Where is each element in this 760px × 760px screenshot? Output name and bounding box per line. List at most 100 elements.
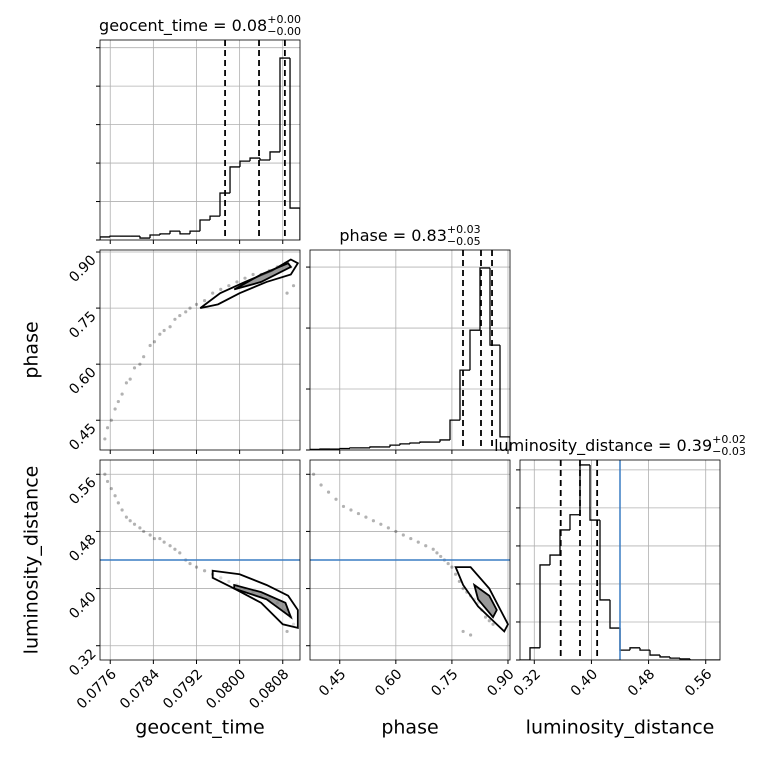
panel-title: geocent_time = 0.08+0.00 −0.00 [99,13,301,38]
histogram-step [339,447,350,450]
histogram-step [559,529,570,556]
y-axis-label: phase [21,321,43,378]
histogram-step [279,57,291,152]
scatter-point [152,536,157,541]
histogram-step [139,236,151,239]
scatter-point [162,540,166,544]
panel-title: luminosity_distance = 0.39+0.02 −0.03 [494,433,746,458]
scatter-point [285,629,289,634]
histogram-step [209,215,220,220]
title-lower: −0.05 [447,235,481,248]
scatter-point [409,536,413,541]
y-tick-label: 0.48 [66,532,99,565]
title-main: phase = 0.83 [339,226,446,245]
histogram-step [399,443,410,446]
x-tick-label: 0.0784 [117,666,163,712]
scatter-point [202,569,207,573]
scatter-point [202,299,207,303]
scatter-point [138,362,142,366]
scatter-point [128,519,132,523]
scatter-point [173,317,177,321]
histogram-step [679,658,690,660]
contour [233,262,293,291]
scatter-point [334,497,338,501]
x-tick-label: 0.40 [568,666,601,699]
x-tick-label: 0.90 [484,666,517,699]
scatter-point [483,615,488,619]
scatter-point [148,343,152,348]
histogram-step [269,151,280,160]
scatter-point [285,291,289,295]
plot-area [310,472,510,637]
plot-area [310,250,510,450]
scatter-point [168,325,172,329]
scatter-point [142,355,146,359]
scatter-point [138,526,142,530]
scatter-point [401,533,405,537]
histogram-step [649,650,660,656]
x-tick-label: 0.0800 [203,666,249,712]
scatter-point [128,377,132,381]
histogram-step [459,369,470,421]
scatter-point [457,579,461,584]
x-tick-label: 0.0808 [246,666,292,712]
scatter-point [113,494,117,498]
scatter-point [116,501,120,505]
x-axis-label: phase [381,717,438,739]
scatter-point [109,418,113,422]
scatter-point [116,399,120,404]
histogram-step [219,192,231,217]
y-tick-label: 0.45 [66,421,99,454]
scatter-point [178,313,182,318]
x-axis-label: geocent_time [135,717,264,739]
title-lower: −0.00 [267,25,301,38]
histogram-step [619,628,630,651]
scatter-point [394,529,398,534]
histogram-step [569,514,580,530]
scatter-point [219,287,223,292]
axes-frame [99,459,301,661]
scatter-point [158,536,162,541]
histogram-step [439,439,450,443]
title-main: geocent_time = 0.08 [99,16,267,36]
y-tick-label: 0.60 [66,365,99,398]
histogram-step [529,647,540,660]
histogram-step [669,656,680,659]
y-tick-label: 0.56 [66,475,99,508]
y-tick-label: 0.40 [66,589,99,622]
contour [472,582,498,619]
scatter-point [227,284,231,288]
x-tick-label: 0.75 [428,666,461,699]
y-tick-label: 0.32 [66,646,99,679]
scatter-point [194,302,199,306]
histogram-step [689,658,700,660]
title-lower: −0.03 [712,445,746,458]
axes-frame [99,249,301,451]
scatter-point [311,472,316,476]
scatter-point [109,486,113,491]
scatter-point [439,554,443,559]
title-upper: +0.02 [712,433,746,446]
scatter-point [211,291,215,295]
histogram-step [449,419,460,440]
histogram-step [579,464,590,515]
title-main: luminosity_distance = 0.39 [494,436,712,456]
scatter-point [235,280,239,284]
axes-frame [519,459,721,661]
scatter-point [379,522,383,526]
histogram-step [109,235,120,237]
y-tick-label: 0.75 [66,308,99,341]
x-tick-label: 0.32 [511,666,544,699]
scatter-point [431,547,435,551]
histogram-step [100,236,111,240]
histogram-step [389,444,400,447]
scatter-point [416,540,420,544]
x-axis-label: luminosity_distance [526,717,715,739]
scatter-point [120,392,124,396]
histogram-step [469,329,480,371]
plot-area [520,460,720,660]
title-upper: +0.03 [447,223,481,236]
histogram-step [349,447,360,449]
scatter-point [188,306,192,310]
